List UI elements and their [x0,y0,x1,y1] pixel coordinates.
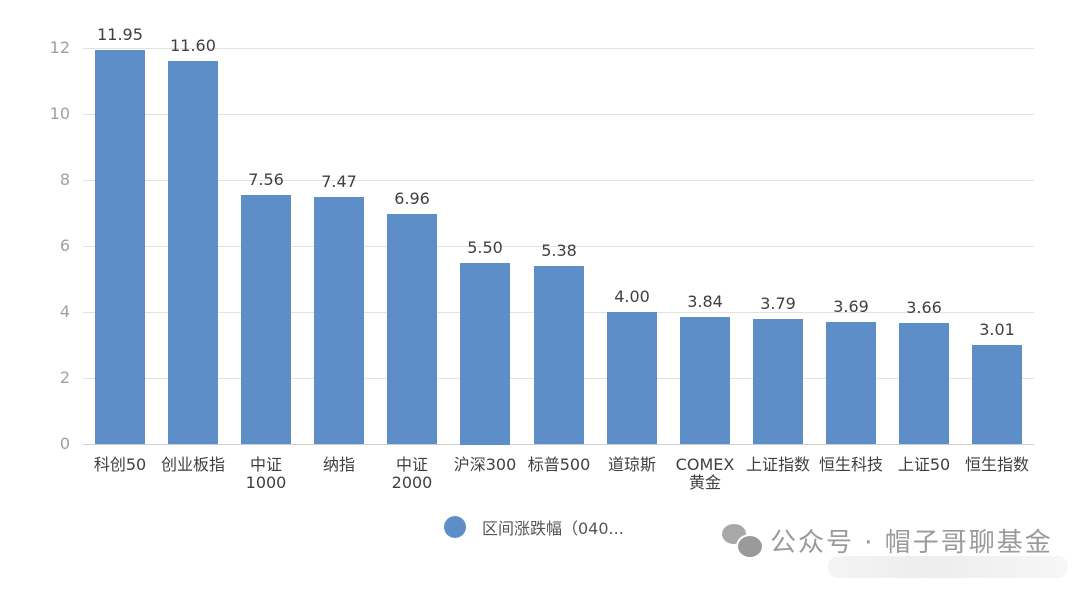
x-category-label: 创业板指 [160,455,225,474]
x-category-label: 恒生科技 [818,455,883,474]
bar[interactable] [680,317,730,444]
bar-value-label: 11.95 [97,25,143,44]
x-category-label: 中证 2000 [391,455,433,492]
y-tick-label: 12 [49,38,70,57]
watermark-text: 公众号 · 帽子哥聊基金 [770,528,1053,558]
bar[interactable] [972,345,1022,444]
bar-value-label: 6.96 [394,189,430,208]
x-category-label: 恒生指数 [964,455,1029,474]
watermark-blur-strip [828,556,1068,578]
bar-value-label: 7.47 [321,172,357,191]
y-tick-label: 10 [49,104,70,123]
bar[interactable] [826,322,876,444]
bar[interactable] [607,312,657,444]
x-category-label: 标普500 [527,455,591,474]
y-tick-label: 6 [59,236,70,255]
bar[interactable] [899,323,949,444]
bar[interactable] [534,266,584,444]
x-category-label: 上证指数 [745,455,810,474]
gridline [83,246,1034,247]
y-tick-label: 4 [59,302,70,321]
bar[interactable] [241,195,291,444]
bar-value-label: 3.84 [687,292,723,311]
x-axis-line [83,444,1034,445]
x-category-label: 中证 1000 [245,455,287,492]
bar-value-label: 11.60 [170,36,216,55]
bar[interactable] [387,214,437,444]
bar[interactable] [460,263,510,445]
legend-label: 区间涨跌幅（040... [482,519,624,538]
bar-value-label: 3.79 [760,294,796,313]
bar[interactable] [168,61,218,444]
y-tick-label: 2 [59,368,70,387]
gridline [83,180,1034,181]
bar-value-label: 3.01 [979,320,1015,339]
x-category-label: COMEX 黄金 [675,455,735,492]
bar[interactable] [753,319,803,444]
watermark: 公众号 · 帽子哥聊基金 [722,522,1053,559]
bar-value-label: 3.66 [906,298,942,317]
x-category-label: 沪深300 [453,455,517,474]
x-category-label: 上证50 [897,455,951,474]
gridline [83,48,1034,49]
chart-legend[interactable]: 区间涨跌幅（040... [444,515,624,539]
y-tick-label: 8 [59,170,70,189]
bar[interactable] [95,50,145,444]
y-tick-label: 0 [59,434,70,453]
bar[interactable] [314,197,364,444]
x-category-label: 科创50 [93,455,147,474]
x-category-label: 道琼斯 [607,455,656,474]
bar-value-label: 7.56 [248,170,284,189]
bar-value-label: 3.69 [833,297,869,316]
gridline [83,114,1034,115]
wechat-icon [722,523,764,559]
bar-value-label: 5.50 [467,238,503,257]
x-category-label: 纳指 [322,455,355,474]
bar-value-label: 5.38 [541,241,577,260]
bar-value-label: 4.00 [614,287,650,306]
legend-marker-icon [444,516,466,538]
